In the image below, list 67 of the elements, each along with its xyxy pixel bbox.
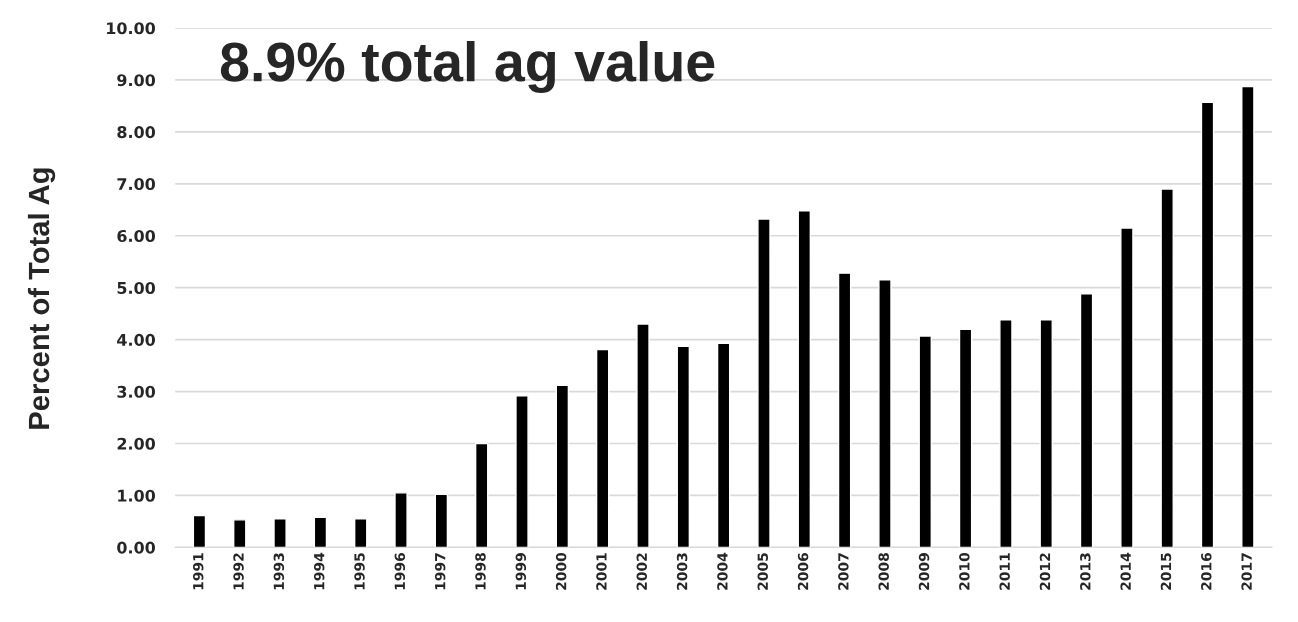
y-tick-label: 10.00 xyxy=(107,22,156,35)
bar xyxy=(515,395,529,548)
bar xyxy=(636,323,650,548)
y-tick-label: 8.00 xyxy=(117,126,156,139)
x-tick-label: 2007 xyxy=(838,553,849,590)
bar xyxy=(797,210,812,548)
y-tick-label: 1.00 xyxy=(118,489,156,502)
x-tick-label: 2017 xyxy=(1241,553,1252,590)
x-tick-label: 2005 xyxy=(757,553,768,590)
x-tick-label: 2004 xyxy=(717,552,728,590)
x-tick-label: 2016 xyxy=(1201,552,1212,590)
x-tick-label: 1999 xyxy=(515,553,527,590)
x-tick-label: 2011 xyxy=(999,553,1010,590)
x-tick-label: 2010 xyxy=(959,552,970,590)
bar xyxy=(1039,319,1053,548)
bar xyxy=(958,328,973,548)
bar xyxy=(474,442,489,548)
x-tick-label: 1993 xyxy=(273,553,285,590)
bar xyxy=(273,518,287,548)
x-tick-label: 1991 xyxy=(192,553,204,590)
x-tick-label: 2001 xyxy=(596,553,607,590)
x-tick-label: 2009 xyxy=(918,553,930,590)
chart-title: 8.9% total ag value xyxy=(220,40,715,94)
bar xyxy=(192,514,207,548)
bar xyxy=(676,345,691,548)
bar xyxy=(878,279,892,548)
x-tick-label: 1995 xyxy=(354,553,365,590)
bar xyxy=(555,384,570,548)
y-axis-title: Percent of Total Ag xyxy=(27,168,56,429)
x-tick-label: 1992 xyxy=(233,553,244,590)
y-tick-label: 4.00 xyxy=(117,333,156,346)
y-tick-label: 7.00 xyxy=(117,178,156,191)
y-tick-label: 5.00 xyxy=(117,281,156,294)
y-tick-label: 9.00 xyxy=(117,74,156,87)
bar xyxy=(1160,188,1174,548)
x-tick-label: 2002 xyxy=(636,553,648,590)
x-tick-label: 1994 xyxy=(313,552,325,590)
bar xyxy=(999,319,1013,548)
bar xyxy=(233,519,247,548)
bar xyxy=(313,516,328,548)
bar xyxy=(918,335,932,548)
y-tick-label: 2.00 xyxy=(117,437,156,450)
bar xyxy=(434,493,449,548)
bar xyxy=(1200,101,1215,548)
x-tick-label: 2008 xyxy=(878,553,889,590)
x-tick-label: 2014 xyxy=(1120,552,1131,590)
bar xyxy=(1241,85,1255,548)
y-tick-label: 0.00 xyxy=(117,541,156,554)
x-tick-label: 2003 xyxy=(676,553,688,590)
bar xyxy=(394,492,408,548)
x-tick-label: 1998 xyxy=(475,553,486,590)
bar xyxy=(1079,293,1094,548)
x-tick-label: 2015 xyxy=(1160,553,1172,590)
bar xyxy=(837,272,852,548)
bar xyxy=(595,348,610,548)
x-tick-label: 2000 xyxy=(555,552,567,590)
bar xyxy=(353,518,368,548)
bar xyxy=(1120,227,1134,548)
y-tick-label: 3.00 xyxy=(117,385,156,398)
y-tick-label: 6.00 xyxy=(117,229,156,243)
x-tick-label: 2006 xyxy=(797,552,809,590)
x-tick-label: 1996 xyxy=(394,552,406,590)
bar xyxy=(757,218,771,548)
x-tick-label: 1997 xyxy=(434,553,446,590)
x-tick-label: 2012 xyxy=(1039,553,1051,590)
x-tick-label: 2013 xyxy=(1080,553,1091,590)
bar xyxy=(716,342,731,548)
